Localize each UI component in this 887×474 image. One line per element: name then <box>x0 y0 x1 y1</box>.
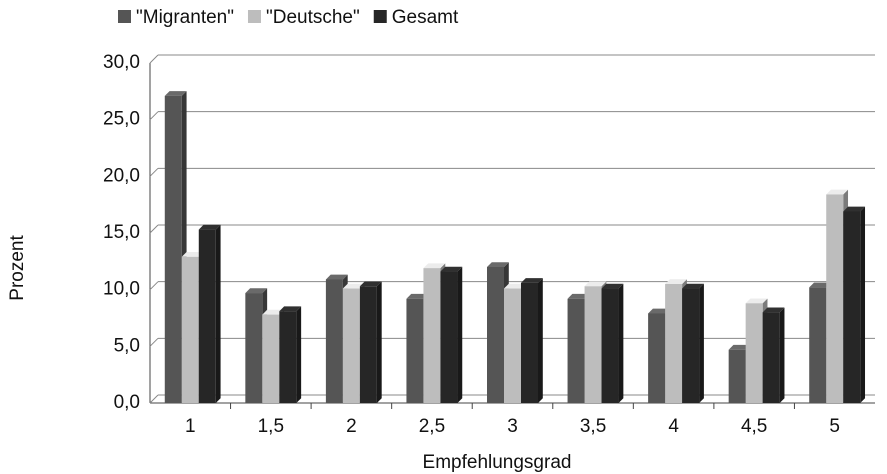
bar <box>262 314 280 403</box>
bar-top <box>359 281 382 287</box>
x-tick-label: 4,5 <box>741 416 767 437</box>
bar <box>164 95 182 403</box>
y-tick-label: 5,0 <box>114 335 140 356</box>
bar <box>359 286 377 403</box>
legend-swatch <box>247 10 261 23</box>
x-axis-label: Empfehlungsgrad <box>423 452 572 473</box>
bar-side <box>538 278 543 403</box>
bar-top <box>728 344 751 350</box>
bar-top <box>181 252 204 257</box>
bar-top <box>665 279 687 284</box>
legend-label: "Migranten" <box>136 7 234 28</box>
bar-side <box>215 224 221 403</box>
bar-top <box>262 309 285 315</box>
legend-swatch <box>373 10 387 23</box>
bar <box>504 288 521 403</box>
bar <box>728 349 746 403</box>
bar <box>521 282 538 403</box>
bar-side <box>779 307 785 403</box>
bar-top <box>648 308 670 314</box>
x-tick-label: 4 <box>668 416 679 437</box>
bar-top <box>440 266 463 272</box>
bar <box>342 288 360 403</box>
bar-top <box>504 283 526 289</box>
x-tick-label: 3,5 <box>580 416 606 437</box>
x-tick-label: 2,5 <box>419 416 445 437</box>
bar-side <box>860 206 866 403</box>
grid-corner <box>149 224 159 234</box>
bar-side <box>457 266 463 403</box>
bar <box>809 287 827 403</box>
bar <box>826 194 844 403</box>
grid-corner <box>149 281 159 291</box>
x-tick-label: 1,5 <box>258 416 284 437</box>
grid-corner <box>149 337 159 347</box>
bar <box>567 298 585 403</box>
bar-side <box>376 281 382 403</box>
bar-top <box>826 189 849 195</box>
y-tick-label: 15,0 <box>103 222 140 243</box>
bar <box>682 288 700 403</box>
bar-top <box>198 224 221 230</box>
bar-top <box>487 262 509 267</box>
bar-side <box>699 283 704 403</box>
bar-top <box>423 263 446 269</box>
legend-label: "Deutsche" <box>266 7 360 28</box>
bar <box>325 279 343 403</box>
bar <box>423 268 441 403</box>
bar-top <box>325 274 348 280</box>
grid-corner <box>149 394 159 404</box>
bar-top <box>406 293 429 299</box>
grid-corner <box>149 167 159 177</box>
x-tick-label: 3 <box>507 416 518 437</box>
bar <box>198 229 216 403</box>
bar <box>406 298 424 403</box>
bar <box>745 303 763 403</box>
y-axis-label: Prozent <box>7 235 28 301</box>
bar-top <box>245 288 268 294</box>
y-tick-label: 0,0 <box>114 392 140 413</box>
bar <box>584 286 602 403</box>
bar <box>648 313 666 403</box>
grid-corner <box>149 111 159 121</box>
bar-top <box>342 283 365 289</box>
bar-top <box>843 206 866 212</box>
bar-top <box>584 281 607 287</box>
bar <box>601 288 619 403</box>
bar <box>487 267 504 403</box>
bar <box>665 284 683 403</box>
x-tick-label: 5 <box>829 416 840 437</box>
y-tick-label: 30,0 <box>103 52 140 73</box>
y-tick-label: 10,0 <box>103 279 140 300</box>
bar <box>245 293 263 403</box>
legend-label: Gesamt <box>392 7 459 28</box>
bar-side <box>618 283 624 403</box>
bar <box>279 311 297 403</box>
bar <box>440 271 458 403</box>
bar-top <box>682 283 704 289</box>
bar-top <box>762 307 785 313</box>
x-tick-label: 1 <box>185 416 196 437</box>
bar-top <box>745 298 768 304</box>
grid-corner <box>149 54 159 64</box>
bar <box>762 312 780 403</box>
y-tick-label: 25,0 <box>103 109 140 130</box>
bar-top <box>601 283 624 289</box>
bar-side <box>296 306 302 403</box>
bar-top <box>521 278 543 283</box>
bar-top <box>279 306 302 312</box>
x-tick-label: 2 <box>346 416 357 437</box>
bar <box>181 256 199 403</box>
y-tick-label: 20,0 <box>103 165 140 186</box>
bar-top <box>567 293 590 299</box>
bar-top <box>809 282 832 288</box>
bar <box>843 211 861 403</box>
legend-swatch <box>118 10 131 23</box>
bar-top <box>164 91 187 96</box>
